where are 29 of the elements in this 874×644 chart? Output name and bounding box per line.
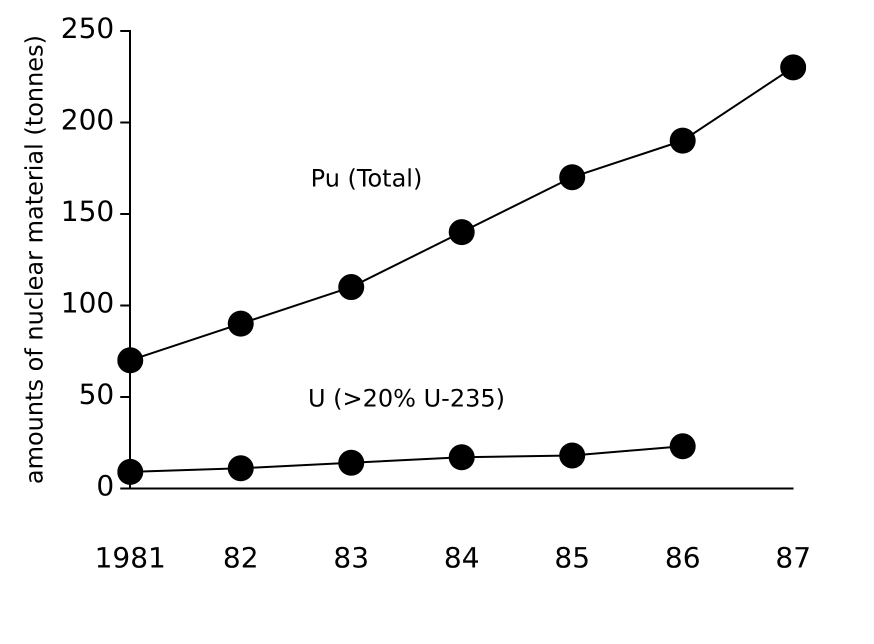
point <box>559 164 586 190</box>
y-tick-label: 50 <box>78 378 114 412</box>
x-tick-label: 84 <box>444 541 480 574</box>
y-tick-label: 100 <box>60 286 114 320</box>
point <box>228 310 254 337</box>
point <box>228 455 254 482</box>
x-tick-label: 85 <box>554 541 590 574</box>
y-tick-label: 250 <box>60 12 114 46</box>
x-tick-label: 82 <box>222 541 259 574</box>
point <box>559 442 586 468</box>
point <box>448 444 475 470</box>
point <box>117 458 144 485</box>
y-tick-label: 200 <box>60 104 114 137</box>
x-tick-label: 87 <box>775 541 812 574</box>
y-tick-label: 150 <box>60 195 114 228</box>
point <box>117 347 144 374</box>
y-axis-title: amounts of nuclear material (tonnes) <box>20 35 49 484</box>
y-tick-label: 0 <box>96 470 114 503</box>
point <box>780 54 806 80</box>
point <box>670 433 696 460</box>
x-tick-label: 86 <box>664 541 701 574</box>
series-label: U (>20% U-235) <box>308 384 505 413</box>
point <box>338 450 364 476</box>
x-tick-label: 1981 <box>94 541 166 574</box>
x-tick-label: 83 <box>333 541 370 574</box>
point <box>448 219 475 246</box>
series-label: Pu (Total) <box>310 164 422 192</box>
point <box>338 274 364 300</box>
point <box>670 128 696 154</box>
